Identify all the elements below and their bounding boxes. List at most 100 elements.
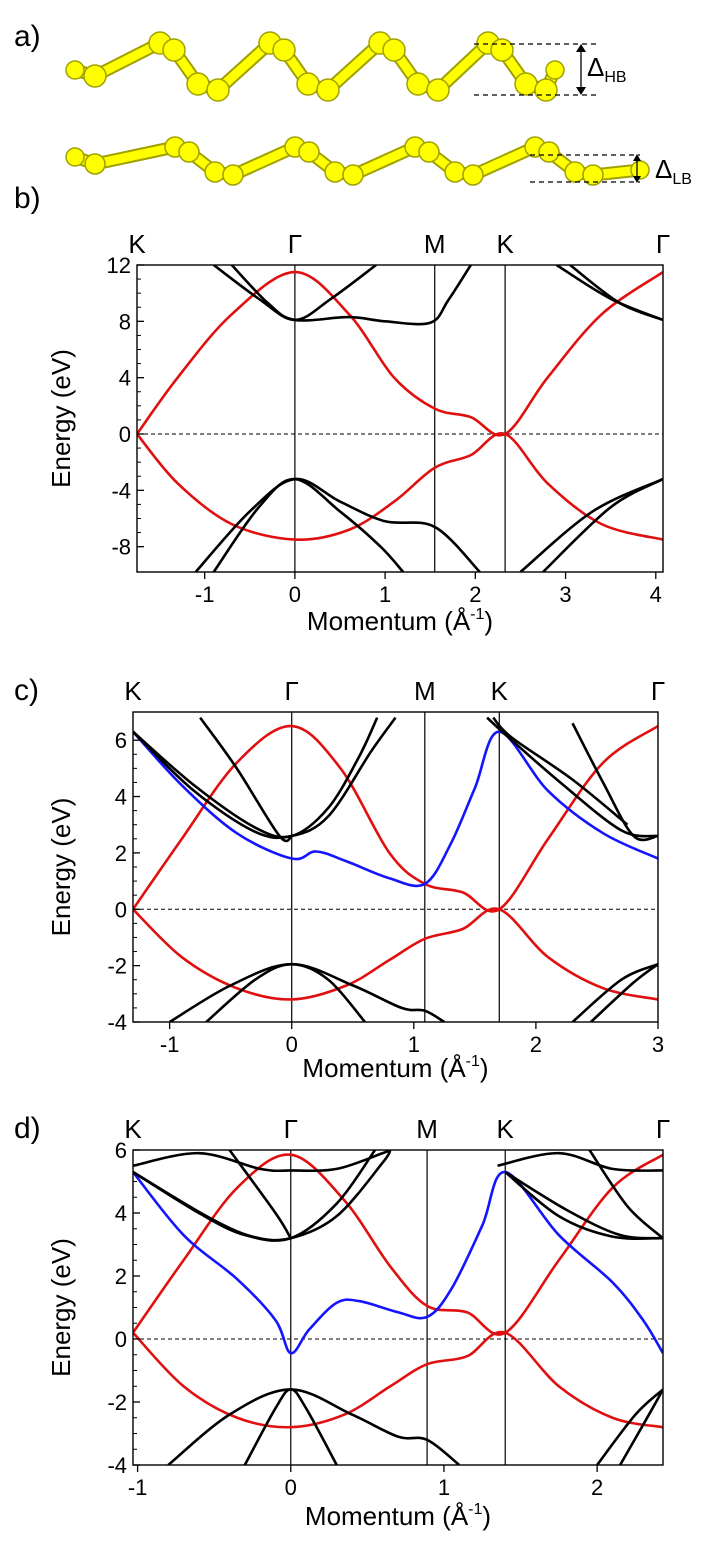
x-tick-label: -1: [128, 1475, 148, 1500]
atom: [324, 161, 346, 183]
x-tick-label: 0: [285, 1475, 297, 1500]
black-band: [133, 716, 397, 840]
y-tick-label: 0: [119, 422, 131, 447]
kpoint-label: K: [124, 1114, 142, 1144]
bond-highlight: [348, 142, 420, 180]
y-tick-label: 4: [115, 1201, 127, 1226]
black-band: [542, 477, 663, 572]
atom: [296, 72, 320, 96]
x-tick-label: 3: [652, 1032, 664, 1057]
black-band: [194, 477, 481, 572]
y-tick-label: -4: [111, 478, 131, 503]
black-band: [199, 716, 293, 843]
black-band: [133, 717, 379, 839]
x-tick-label: 0: [289, 582, 301, 607]
x-tick-label: 2: [469, 582, 481, 607]
y-tick-label: 6: [115, 1138, 127, 1163]
kpoint-label: Γ: [284, 1114, 298, 1144]
atom: [514, 72, 538, 96]
atom: [444, 161, 466, 183]
atom: [186, 72, 210, 96]
black-band: [497, 1151, 663, 1172]
kpoint-label: Γ: [651, 676, 665, 706]
band-structure-c: K Γ M K Γ -4 -2 0 2 4 6 -1 0 1 2 3 Momentum (Å-1) Energy …: [46, 676, 665, 1083]
x-tick-label: -1: [160, 1032, 180, 1057]
kpoint-label: Γ: [656, 229, 670, 259]
x-tick-label: 2: [591, 1475, 603, 1500]
crystal-structure-diagram: ΔHB ΔLB: [65, 31, 692, 188]
black-band: [504, 1171, 663, 1240]
kpoint-label: K: [124, 676, 142, 706]
red-band: [133, 724, 658, 913]
y-tick-label: 8: [119, 309, 131, 334]
y-axis-label: Energy (eV): [46, 1238, 76, 1377]
red-band: [133, 1330, 663, 1429]
delta-lb-label: ΔLB: [655, 154, 692, 188]
x-axis-label: Momentum (Å-1): [307, 606, 493, 636]
atom: [65, 147, 85, 167]
x-tick-label: 1: [379, 582, 391, 607]
black-band: [571, 963, 658, 1022]
black-band: [230, 265, 472, 326]
kpoint-label: Γ: [285, 676, 299, 706]
atom: [298, 141, 320, 163]
y-tick-label: -2: [107, 954, 127, 979]
delta-lb-marker: ΔLB: [530, 154, 692, 188]
y-tick-label: 2: [115, 841, 127, 866]
kpoint-label: Γ: [656, 1114, 670, 1144]
atom: [272, 38, 296, 62]
x-axis-label: Momentum (Å-1): [302, 1053, 488, 1083]
y-tick-label: 4: [119, 366, 131, 391]
red-band: [137, 432, 663, 542]
kpoint-label: M: [416, 1114, 438, 1144]
high-buckled-chain: [65, 31, 565, 102]
black-band: [133, 1150, 391, 1173]
y-tick-label: 0: [115, 1327, 127, 1352]
y-tick-label: 4: [115, 785, 127, 810]
atom: [178, 141, 200, 163]
y-tick-label: -8: [111, 535, 131, 560]
y-axis-label: Energy (eV): [46, 349, 76, 488]
delta-hb-marker: ΔHB: [474, 43, 627, 96]
black-band: [168, 962, 446, 1022]
atom: [406, 72, 430, 96]
atom: [545, 60, 565, 80]
kpoint-label: K: [497, 1114, 515, 1144]
blue-band: [133, 730, 658, 888]
atom: [382, 38, 406, 62]
bond-highlight: [90, 142, 180, 169]
band-structure-d: K Γ M K Γ -4 -2 0 2 4 6 -1 0 1 2 Momentum (Å-1) Energy (…: [46, 1114, 670, 1531]
x-tick-label: 4: [650, 582, 662, 607]
black-band: [486, 716, 658, 838]
y-axis-label: Energy (eV): [46, 798, 76, 937]
atom: [316, 78, 340, 102]
blue-band: [133, 1170, 663, 1355]
x-tick-label: 0: [286, 1032, 298, 1057]
atom: [204, 161, 226, 183]
red-band: [133, 907, 658, 1001]
plot-frame: [132, 1149, 664, 1466]
atom: [426, 78, 450, 102]
black-band: [588, 1150, 663, 1240]
panel-label-d: d): [14, 1112, 41, 1145]
atom: [65, 60, 85, 80]
black-band: [596, 1388, 663, 1465]
kpoint-label: K: [128, 229, 146, 259]
atom: [582, 164, 604, 186]
y-tick-label: 12: [107, 253, 131, 278]
atom: [490, 38, 514, 62]
atom: [418, 141, 440, 163]
atom: [84, 153, 106, 175]
black-band: [212, 477, 405, 572]
atom: [83, 64, 107, 88]
plot-frame: [136, 264, 664, 573]
panel-label-b: b): [14, 182, 41, 215]
y-tick-label: 2: [115, 1264, 127, 1289]
atom: [538, 141, 560, 163]
atom: [162, 38, 186, 62]
panel-label-a: a): [14, 20, 41, 53]
atom: [462, 164, 484, 186]
black-band: [555, 265, 663, 322]
